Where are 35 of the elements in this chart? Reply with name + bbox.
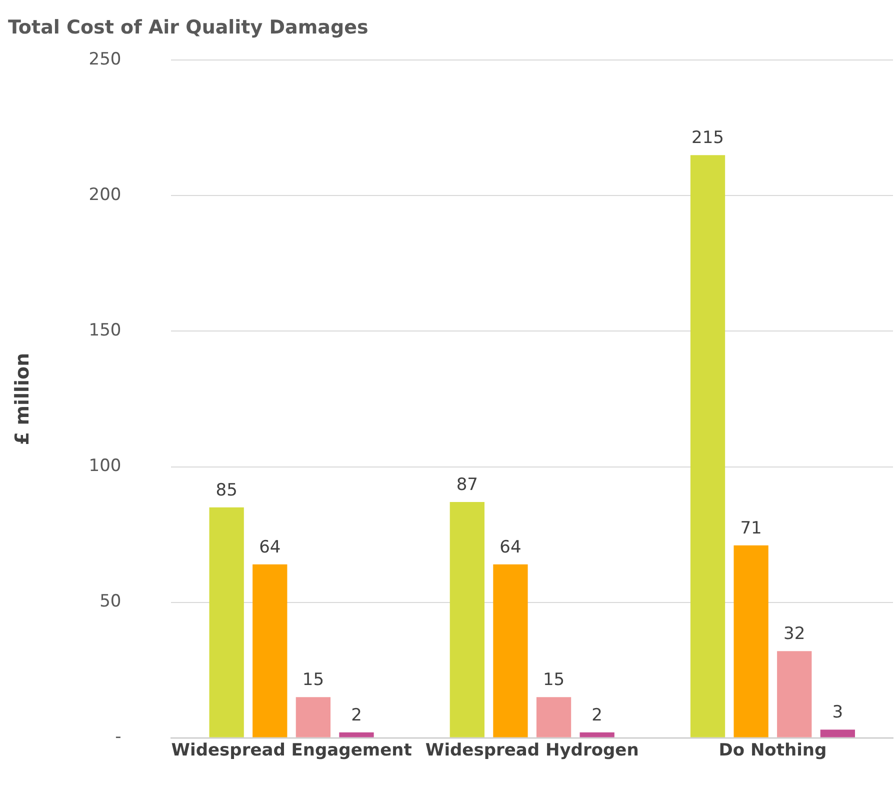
y-tick-label: - — [115, 727, 122, 748]
data-label: 15 — [542, 670, 565, 690]
y-tick-label: 200 — [88, 185, 122, 206]
data-label: 64 — [500, 537, 522, 558]
data-label: 3 — [832, 702, 844, 723]
bar — [690, 155, 726, 738]
y-tick-label: 100 — [88, 456, 122, 476]
bar — [493, 564, 528, 738]
bar — [209, 507, 244, 738]
bar — [296, 697, 331, 738]
bar — [252, 564, 288, 738]
bar — [339, 732, 374, 738]
data-label: 85 — [216, 480, 238, 500]
y-axis-title: £ million — [11, 352, 34, 446]
bar — [580, 732, 614, 738]
data-label: 15 — [302, 670, 324, 690]
data-label: 2 — [351, 705, 362, 726]
data-label: 32 — [784, 624, 806, 644]
data-label: 2 — [592, 705, 602, 726]
x-tick-label: Widespread Engagement — [171, 740, 412, 760]
bar — [536, 697, 572, 738]
y-tick-label: 150 — [88, 320, 122, 341]
data-label: 71 — [740, 518, 762, 538]
data-label: 64 — [259, 537, 281, 558]
y-tick-label: 250 — [88, 50, 122, 70]
bar — [734, 545, 768, 738]
x-tick-label: Do Nothing — [718, 740, 827, 760]
x-tick-label: Widespread Hydrogen — [425, 740, 639, 760]
bar — [820, 730, 855, 738]
y-tick-label: 50 — [100, 592, 122, 612]
data-label: 87 — [456, 474, 478, 495]
bar — [777, 651, 812, 738]
data-label: 215 — [692, 128, 724, 148]
bar — [450, 502, 484, 738]
chart-title: Total Cost of Air Quality Damages — [8, 16, 368, 39]
